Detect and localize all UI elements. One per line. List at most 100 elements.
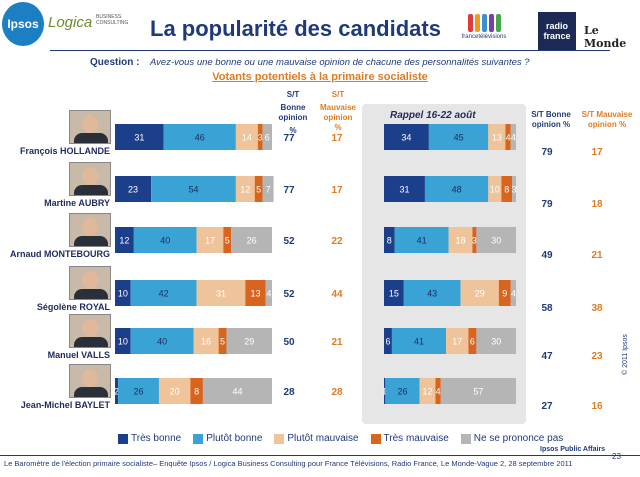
current-bar-plutot-bonne: [133, 227, 197, 253]
st-bonne-header-line2: Bonne: [280, 103, 306, 112]
st-mauvaise-header-line4: %: [334, 123, 342, 132]
current-bar-tres-mauvaise: [245, 280, 266, 306]
st-mauvaise-header-line2: Mauvaise: [319, 103, 357, 112]
current-bar-plutot-mauvaise: [193, 328, 219, 354]
recall-data-label: 41: [414, 337, 424, 347]
chart-subtitle: Votants potentiels à la primaire sociali…: [212, 71, 428, 83]
candidate-name: Martine AUBRY: [44, 198, 110, 208]
current-bar-tres-mauvaise: [223, 227, 232, 253]
current-bar-tres-mauvaise: [190, 378, 203, 404]
st-bonne-header-line4: %: [289, 126, 297, 135]
current-data-label: 31: [134, 133, 144, 143]
recall-bar-plutot-mauvaise: [448, 227, 473, 253]
candidate-name: Arnaud MONTEBOURG: [10, 249, 110, 259]
st-bonne-value: 77: [283, 133, 295, 144]
footer-divider: [0, 455, 640, 456]
recall-data-label: 43: [427, 289, 437, 299]
candidate-photo: [69, 213, 111, 247]
recall-bar-plutot-bonne: [391, 328, 447, 354]
current-bar-tres-mauvaise: [254, 176, 263, 202]
current-data-label: 12: [240, 185, 250, 195]
st-mauvaise-value: 22: [331, 236, 343, 247]
recall-data-label: 4: [506, 133, 511, 143]
legend-swatch-tres-mauvaise: [370, 433, 381, 444]
candidate-photo: [69, 266, 111, 300]
recall-bar-tres-mauvaise: [468, 328, 477, 354]
current-data-label: 6: [265, 133, 270, 143]
recall-st-mauvaise-value: 16: [591, 401, 603, 412]
recall-data-label: 48: [452, 185, 462, 195]
page-title: La popularité des candidats: [150, 16, 441, 41]
recall-st-bonne-value: 49: [541, 250, 553, 261]
legend-item-plutot-bonne: Plutôt bonne: [193, 433, 262, 444]
current-bar-nsp: [231, 227, 272, 253]
candidate-name: Manuel VALLS: [47, 350, 110, 360]
current-data-label: 40: [160, 236, 170, 246]
france-televisions-label: francetélévisions: [461, 34, 507, 40]
legend-item-tres-bonne: Très bonne: [118, 433, 181, 444]
current-bar-plutot-bonne: [118, 378, 159, 404]
recall-st-bonne-value: 27: [541, 401, 553, 412]
current-data-label: 16: [201, 337, 211, 347]
st-bonne-value: 50: [283, 337, 295, 348]
current-data-label: 3: [258, 133, 263, 143]
recall-st-bonne-value: 58: [541, 303, 553, 314]
recall-data-label: 6: [385, 337, 390, 347]
recall-data-label: 18: [456, 236, 466, 246]
current-data-label: 42: [159, 289, 169, 299]
page-number: 23: [612, 452, 621, 461]
st-bonne-value: 52: [283, 236, 295, 247]
recall-bar-tres-bonne: [384, 124, 429, 150]
current-data-label: 31: [216, 289, 226, 299]
recall-st-mauvaise-header: S/T Mauvaise opinion %: [578, 110, 636, 130]
legend-swatch-plutot-mauvaise: [274, 433, 285, 444]
candidate-name: Ségolène ROYAL: [36, 302, 110, 312]
recall-data-label: 9: [502, 289, 507, 299]
legend-swatch-tres-bonne: [118, 433, 128, 444]
legend-swatch-plutot-bonne: [193, 433, 204, 444]
recall-bar-tres-mauvaise: [505, 124, 511, 150]
current-bar-plutot-mauvaise: [158, 378, 191, 404]
recall-data-label: 45: [454, 133, 464, 143]
recall-data-label: 3: [472, 236, 477, 246]
current-data-label: 26: [247, 236, 257, 246]
recall-bar-plutot-mauvaise: [488, 124, 506, 150]
candidate-photo: [69, 314, 111, 348]
legend-label-plutot-mauvaise: Plutôt mauvaise: [287, 433, 359, 444]
current-data-label: 12: [119, 236, 129, 246]
current-bar-tres-bonne: [115, 124, 164, 150]
recall-st-bonne-header-line1: S/T Bonne: [531, 110, 571, 119]
current-bar-nsp: [226, 328, 272, 354]
recall-data-label: 31: [399, 185, 409, 195]
recall-bar-tres-bonne: [384, 227, 395, 253]
recall-st-mauvaise-value: 18: [591, 199, 603, 210]
current-bar-plutot-mauvaise: [196, 227, 224, 253]
legend-label-plutot-bonne: Plutôt bonne: [206, 433, 263, 444]
recall-data-label: 15: [389, 289, 399, 299]
recall-data-label: 29: [475, 289, 485, 299]
legend-item-plutot-mauvaise: Plutôt mauvaise: [274, 433, 359, 444]
candidate-photo: [69, 364, 111, 398]
current-bar-tres-mauvaise: [257, 124, 263, 150]
current-bar-plutot-bonne: [163, 124, 236, 150]
recall-bar-tres-mauvaise: [435, 378, 441, 404]
recall-st-mauvaise-header-line1: S/T Mauvaise: [581, 110, 633, 119]
recall-bar-nsp: [476, 328, 516, 354]
recall-data-label: 12: [423, 387, 433, 397]
copyright: © 2011 Ipsos: [622, 334, 629, 375]
st-mauvaise-header: S/T Mauvaise opinion %: [316, 90, 360, 133]
st-mauvaise-header-line1: S/T: [331, 90, 345, 99]
st-mauvaise-value: 44: [331, 289, 343, 300]
current-bar-plutot-bonne: [151, 176, 236, 202]
current-data-label: 46: [195, 133, 205, 143]
current-bar-tres-bonne: [115, 378, 119, 404]
current-data-label: 23: [128, 185, 138, 195]
recall-data-label: 3: [512, 185, 517, 195]
recall-bar-plutot-mauvaise: [460, 280, 499, 306]
recall-bar-nsp: [512, 176, 516, 202]
current-bar-plutot-mauvaise: [235, 176, 255, 202]
recall-data-label: 4: [511, 133, 516, 143]
st-mauvaise-value: 28: [331, 387, 343, 398]
recall-data-label: 17: [452, 337, 462, 347]
legend-label-tres-bonne: Très bonne: [131, 433, 182, 444]
